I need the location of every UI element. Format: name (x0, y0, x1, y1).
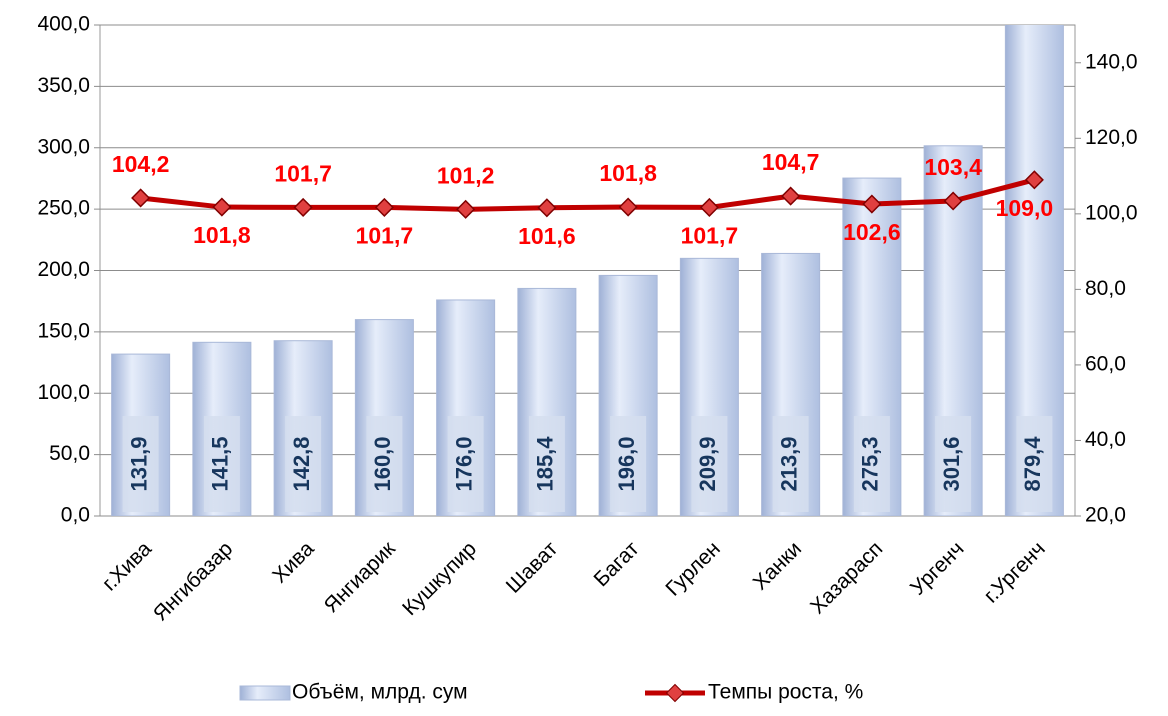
x-tick-label: Ханки (749, 537, 806, 594)
line-label: 101,7 (356, 223, 414, 249)
line-marker (781, 186, 801, 206)
bar-label: 213,9 (776, 436, 801, 491)
y2-tick-label: 40,0 (1085, 428, 1126, 451)
line-marker (1024, 170, 1044, 190)
line-label: 101,7 (681, 223, 739, 249)
legend-marker (665, 683, 685, 703)
bar-label: 141,5 (208, 436, 233, 491)
line-label: 101,7 (274, 161, 332, 187)
x-tick-label: Хива (268, 537, 319, 588)
bar-label-box (1016, 416, 1053, 512)
y-tick-label: 100,0 (37, 381, 90, 404)
y2-tick-label: 100,0 (1085, 201, 1138, 224)
y-tick-label: 200,0 (37, 258, 90, 281)
x-tick-label: Кушкупир (398, 537, 481, 620)
y-tick-label: 400,0 (37, 13, 90, 36)
line-label: 104,2 (112, 151, 170, 177)
line-marker (699, 197, 719, 217)
y2-tick-label: 20,0 (1085, 504, 1126, 527)
line-marker (862, 194, 882, 214)
line-marker (293, 197, 313, 217)
bar-label: 879,4 (1020, 436, 1045, 492)
line-marker (537, 198, 557, 218)
legend-swatch (239, 685, 291, 701)
bar-label: 209,9 (695, 436, 720, 491)
x-tick-label: г.Хива (98, 537, 156, 595)
line-marker (374, 197, 394, 217)
line-marker (618, 197, 638, 217)
y-tick-label: 150,0 (37, 319, 90, 342)
bar-label-box (691, 416, 728, 512)
line-label: 103,4 (924, 154, 982, 180)
bar-label: 160,0 (370, 436, 395, 491)
line (140, 177, 1036, 212)
x-tick-label: г.Ургенч (980, 537, 1050, 607)
bar-label-box (853, 416, 890, 512)
x-tick-label: Багат (589, 537, 643, 591)
line-marker (943, 191, 963, 211)
bar-label: 142,8 (289, 436, 314, 491)
y-tick-label: 50,0 (49, 442, 90, 465)
y2-tick-label: 80,0 (1085, 277, 1126, 300)
y-tick-label: 300,0 (37, 135, 90, 158)
line-marker (456, 199, 476, 219)
line-label: 101,2 (437, 162, 495, 188)
bar-label-box (447, 416, 484, 512)
line-label: 101,8 (599, 160, 657, 186)
line-label: 104,7 (762, 149, 820, 175)
x-tick-label: Ургенч (906, 537, 969, 600)
y-tick-label: 0,0 (61, 504, 90, 527)
x-tick-label: Шават (502, 537, 563, 598)
bar-label-box (772, 416, 809, 512)
line-marker (212, 197, 232, 217)
legend-label: Темпы роста, % (708, 681, 863, 704)
x-tick-label: Гурлен (661, 537, 724, 600)
y-tick-label: 250,0 (37, 197, 90, 220)
y2-tick-label: 140,0 (1085, 50, 1138, 73)
legend-label: Объём, млрд. сум (292, 681, 468, 704)
bar-label: 301,6 (939, 436, 964, 491)
bar-label-box (528, 416, 565, 512)
bar-label: 185,4 (533, 436, 558, 492)
line-label: 109,0 (996, 195, 1054, 221)
bar-label: 131,9 (126, 436, 151, 491)
x-tick-label: Янгибазар (149, 537, 237, 625)
bar-label-box (366, 416, 403, 512)
bar-label-box (610, 416, 647, 512)
y-tick-label: 350,0 (37, 74, 90, 97)
x-tick-label: Хазарасп (806, 537, 887, 618)
line-label: 101,8 (193, 222, 251, 248)
bar-label-box (122, 416, 159, 512)
x-tick-label: Янгиарик (320, 537, 401, 618)
y2-tick-label: 60,0 (1085, 352, 1126, 375)
bar-label-box (285, 416, 322, 512)
y2-tick-label: 120,0 (1085, 126, 1138, 149)
bar-label-box (203, 416, 240, 512)
bar-label: 176,0 (451, 436, 476, 491)
bar-label: 275,3 (858, 436, 883, 491)
bar-label-box (935, 416, 972, 512)
bar-label: 196,0 (614, 436, 639, 491)
line-label: 102,6 (843, 219, 901, 245)
line-label: 101,6 (518, 223, 576, 249)
line-marker (131, 188, 151, 208)
